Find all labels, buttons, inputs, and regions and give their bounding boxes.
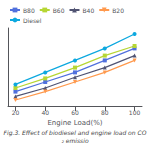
svg-text:₂ emissio: ₂ emissio — [61, 137, 88, 144]
svg-text:B20: B20 — [112, 7, 124, 14]
svg-text:Engine Load(%): Engine Load(%) — [47, 119, 102, 127]
svg-text:B60: B60 — [53, 7, 65, 14]
svg-text:B80: B80 — [23, 7, 35, 14]
svg-text:B40: B40 — [83, 7, 95, 14]
svg-text:60: 60 — [71, 109, 79, 116]
svg-text:100: 100 — [129, 109, 141, 116]
svg-text:Diesel: Diesel — [23, 17, 42, 24]
svg-text:80: 80 — [101, 109, 109, 116]
svg-text:Fig.3. Effect of biodiesel and: Fig.3. Effect of biodiesel and engine lo… — [4, 129, 147, 137]
svg-text:40: 40 — [41, 109, 49, 116]
svg-text:20: 20 — [12, 109, 20, 116]
